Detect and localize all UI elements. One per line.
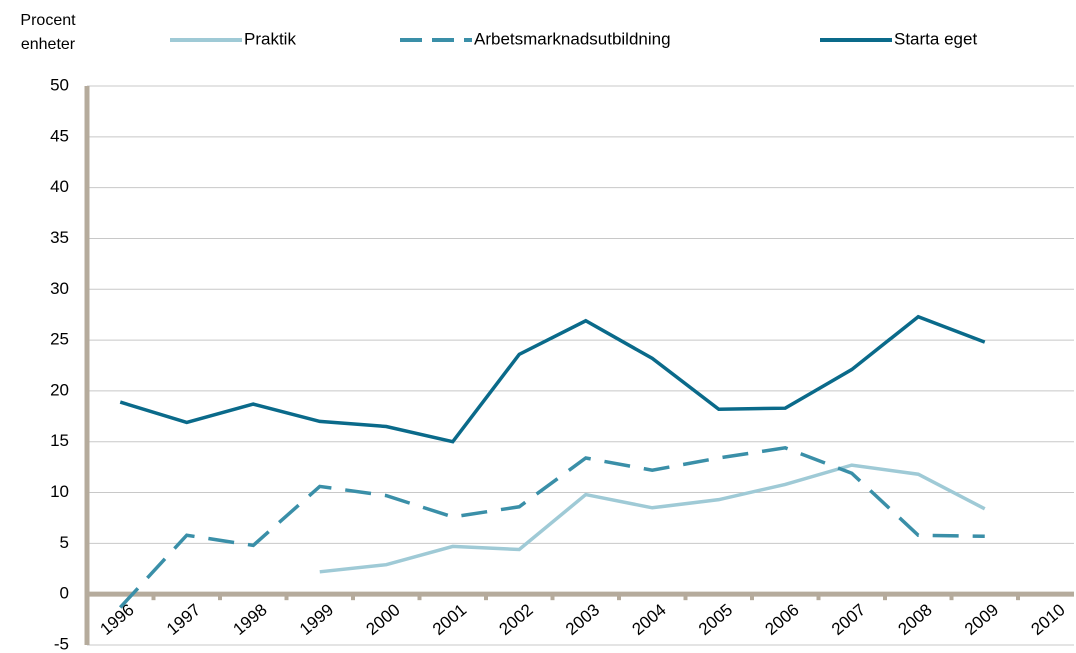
- x-tick-label: 2007: [828, 600, 869, 639]
- y-tick-label: 40: [50, 177, 69, 196]
- y-tick-label: 0: [60, 584, 69, 603]
- x-tick-label: 2002: [496, 600, 537, 639]
- y-tick-label: 5: [60, 533, 69, 552]
- line-series: [118, 446, 985, 609]
- y-axis-label: Procent: [20, 12, 76, 29]
- x-tick-label: 2004: [629, 600, 670, 639]
- legend-label: Arbetsmarknadsutbildning: [474, 29, 671, 48]
- y-tick-label: -5: [54, 634, 69, 653]
- x-tick-label: 1999: [296, 600, 337, 639]
- y-tick-label: 15: [50, 431, 69, 450]
- legend-label: Praktik: [244, 29, 296, 48]
- x-tick-label: 2001: [429, 600, 470, 639]
- x-tick-label: 2006: [762, 600, 803, 639]
- x-tick-label: 2010: [1028, 600, 1069, 639]
- x-tick-label: 2005: [695, 600, 736, 639]
- y-tick-label: 45: [50, 126, 69, 145]
- x-tick-label: 1997: [163, 600, 204, 639]
- x-tick-label: 2009: [961, 600, 1002, 639]
- y-tick-label: 50: [50, 75, 69, 94]
- y-tick-label: 20: [50, 380, 69, 399]
- x-tick-label: 2008: [895, 600, 936, 639]
- x-tick-label: 2000: [363, 600, 404, 639]
- y-axis-label: enheter: [21, 36, 76, 53]
- y-tick-label: 25: [50, 330, 69, 349]
- legend-label: Starta eget: [894, 29, 977, 48]
- y-tick-label: 35: [50, 228, 69, 247]
- y-tick-label: 30: [50, 279, 69, 298]
- line-series: [319, 463, 986, 574]
- y-tick-label: 10: [50, 482, 69, 501]
- x-tick-label: 1996: [97, 600, 138, 639]
- x-tick-label: 1998: [230, 600, 271, 639]
- x-tick-label: 2003: [562, 600, 603, 639]
- line-series: [119, 314, 986, 444]
